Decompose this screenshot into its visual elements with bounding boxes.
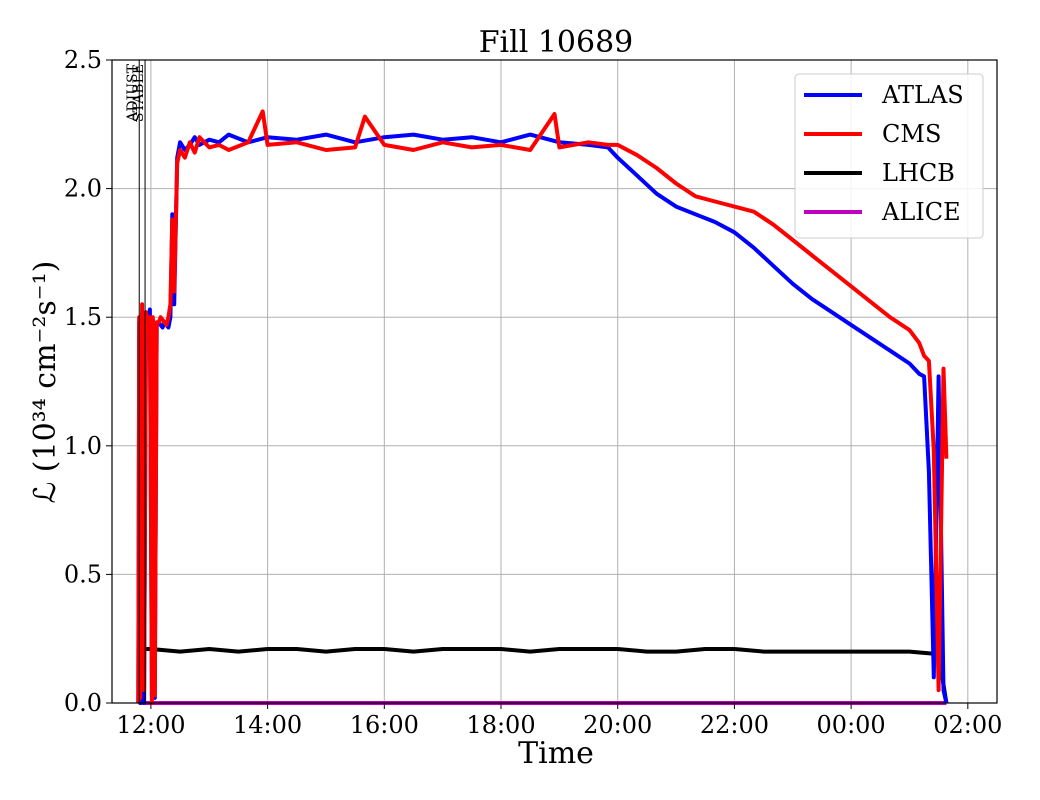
x-axis: 12:00 14:00 16:00 18:00 20:00 22:00 00:00 02:00 (116, 703, 1002, 739)
x-tick-label: 14:00 (233, 711, 302, 739)
series-line-cms (136, 109, 949, 705)
y-tick-label: 0.5 (64, 560, 102, 588)
x-tick-label: 02:00 (933, 711, 1002, 739)
y-tick-label: 2.0 (64, 175, 102, 203)
x-tick-label: 12:00 (116, 711, 185, 739)
series-line-lhcb (137, 644, 949, 704)
y-tick-label: 0.0 (64, 689, 102, 717)
y-tick-label: 1.0 (64, 432, 102, 460)
y-tick-label: 2.5 (64, 46, 102, 74)
y-tick-label: 1.5 (64, 303, 102, 331)
event-marker-label: ADJUST (125, 63, 141, 122)
x-tick-label: 20:00 (583, 711, 652, 739)
chart-title: Fill 10689 (479, 25, 634, 60)
x-tick-label: 18:00 (466, 711, 535, 739)
x-axis-label: Time (518, 736, 594, 771)
y-axis-label: ℒ (10³⁴ cm⁻²s⁻¹) (28, 261, 63, 504)
x-tick-label: 22:00 (700, 711, 769, 739)
plot-frame (111, 59, 998, 704)
legend-label: ALICE (881, 198, 961, 226)
event-marker-label: STABLE (131, 64, 147, 122)
x-tick-label: 16:00 (350, 711, 419, 739)
y-axis: 0.0 0.5 1.0 1.5 2.0 2.5 (64, 46, 112, 717)
legend-label: ATLAS (881, 81, 964, 109)
legend-label: CMS (882, 120, 941, 148)
legend-box (794, 73, 984, 239)
x-tick-label: 00:00 (817, 711, 886, 739)
legend: ATLAS CMS LHCB ALICE (794, 73, 984, 239)
legend-label: LHCB (882, 159, 955, 187)
